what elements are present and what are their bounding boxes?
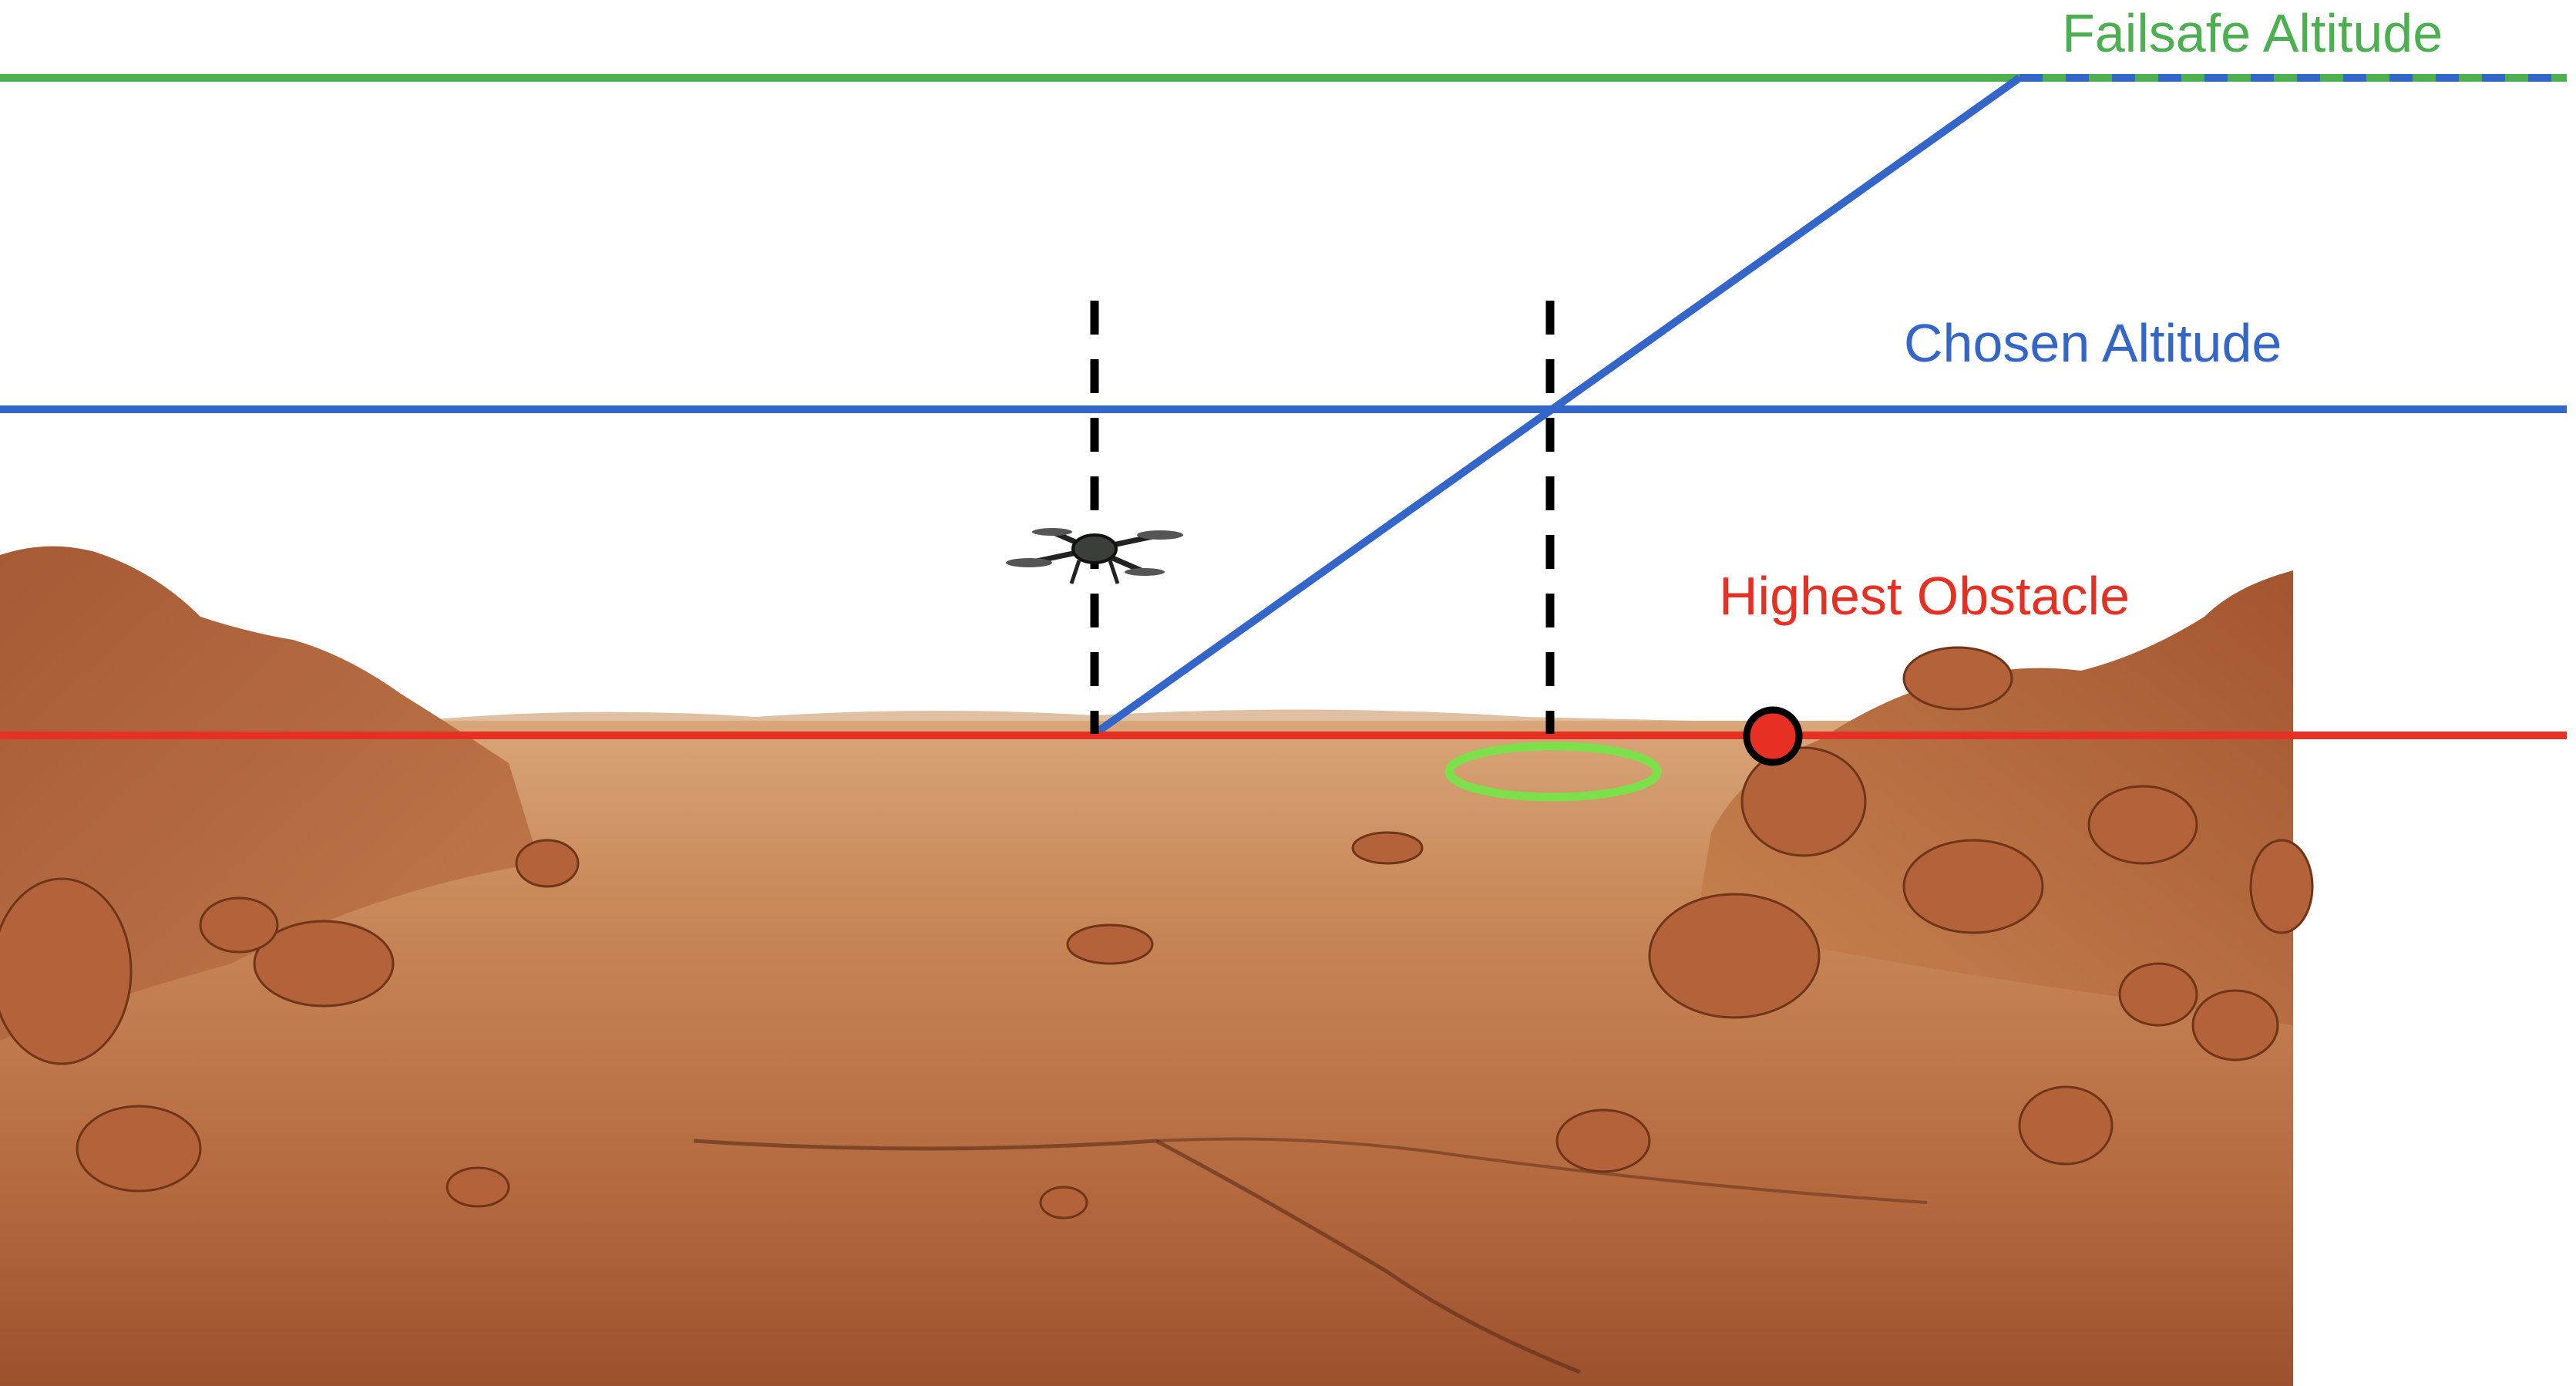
landing-zone-ellipse bbox=[1444, 742, 1662, 802]
horizon-ridge bbox=[416, 709, 1696, 721]
drone-icon bbox=[1006, 528, 1183, 584]
highest-obstacle-label: Highest Obstacle bbox=[1719, 566, 2130, 626]
climb-path-line bbox=[1092, 74, 2022, 738]
ground-crack bbox=[1155, 1137, 1928, 1204]
rocks bbox=[0, 646, 2314, 1219]
left-hill bbox=[0, 546, 540, 1041]
mars-terrain bbox=[0, 546, 2314, 1386]
ground-crack bbox=[693, 1139, 1581, 1374]
obstacle-point-icon bbox=[1743, 706, 1803, 766]
chosen-altitude-label: Chosen Altitude bbox=[1904, 313, 2282, 373]
right-hill bbox=[1696, 570, 2293, 1025]
failsafe-altitude-label: Failsafe Altitude bbox=[2062, 3, 2443, 63]
